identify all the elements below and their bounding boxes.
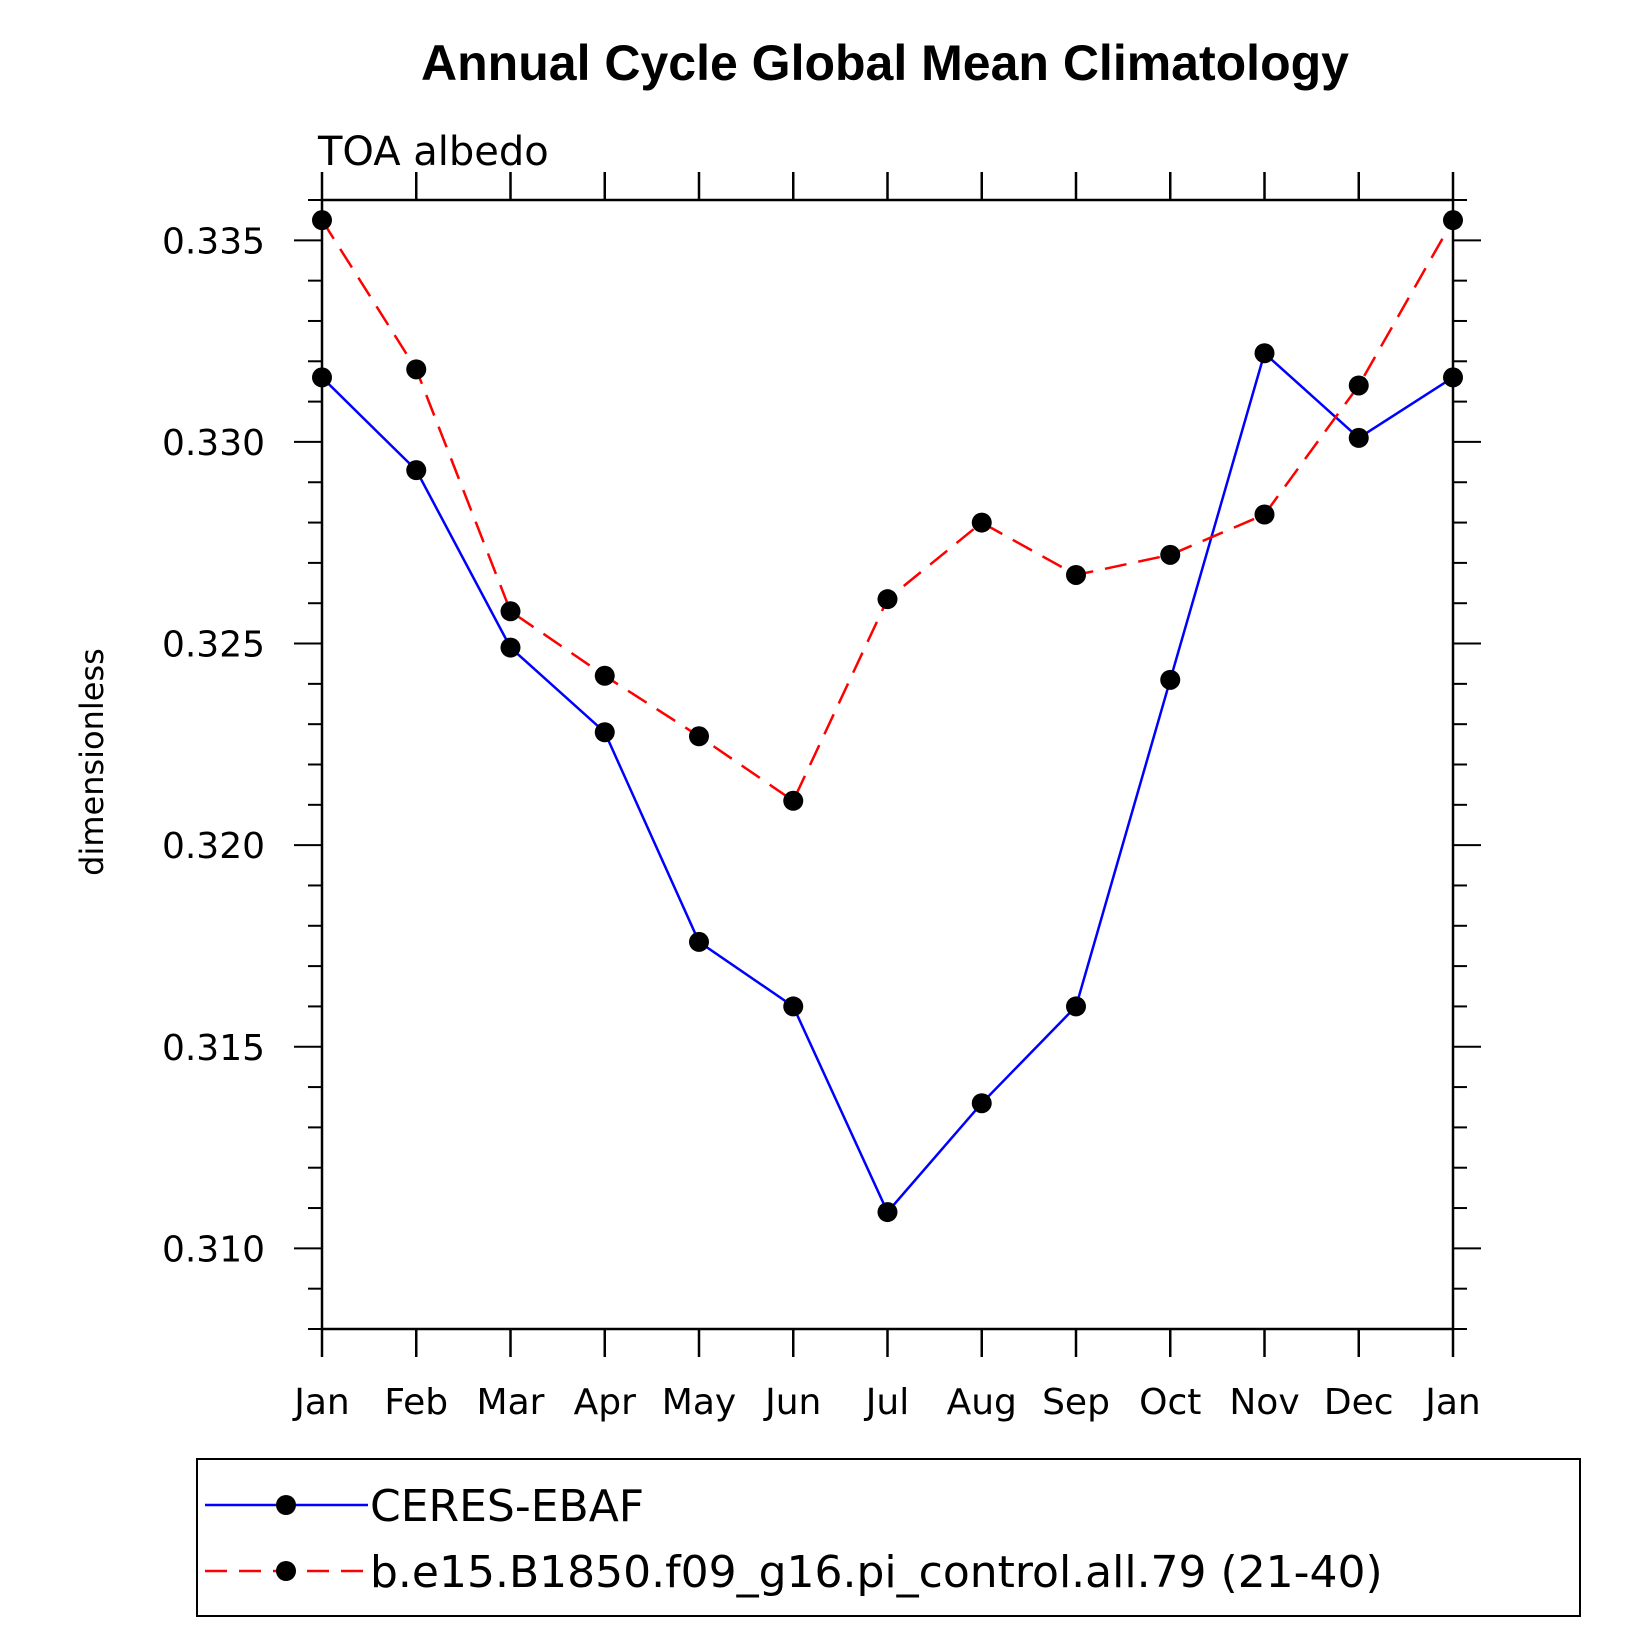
x-tick-label: Nov: [1229, 1382, 1299, 1423]
series-2-point: [1066, 564, 1086, 585]
y-tick-label: 0.335: [162, 221, 265, 262]
x-tick-label: Aug: [947, 1382, 1017, 1423]
series-2-point: [406, 359, 427, 380]
series-2-point: [1348, 375, 1369, 396]
y-tick-label: 0.330: [162, 423, 265, 464]
chart-subtitle: TOA albedo: [317, 129, 549, 175]
legend-box: [196, 1458, 1581, 1617]
x-tick-label: Jan: [1423, 1382, 1481, 1423]
series-line-1: [321, 350, 1454, 1215]
chart-title: Annual Cycle Global Mean Climatology: [421, 35, 1349, 91]
y-axis-label: dimensionless: [73, 648, 111, 876]
x-tick-label: Sep: [1042, 1382, 1110, 1423]
series-1-point: [1348, 427, 1369, 448]
series-2-point: [594, 665, 615, 686]
x-tick-label: Mar: [477, 1382, 545, 1423]
series-1-point: [500, 637, 521, 658]
y-tick-label: 0.310: [162, 1229, 265, 1270]
series-2-point: [783, 790, 804, 811]
series-2-point: [1160, 544, 1181, 565]
x-tick-label: Jun: [763, 1382, 821, 1423]
legend-label: b.e15.B1850.f09_g16.pi_control.all.79 (2…: [370, 1547, 1383, 1598]
series-2-point: [312, 210, 332, 231]
axes: Jan Feb Mar Apr May Jun Jul Aug Sep Oct Nov Dec Jan 0…: [162, 172, 1481, 1423]
y-tick-label: 0.315: [162, 1028, 265, 1069]
x-tick-label: Apr: [574, 1382, 636, 1423]
x-tick-label: Feb: [384, 1382, 448, 1423]
series-1-point: [406, 460, 427, 481]
series-1-point: [1066, 996, 1086, 1017]
series-1-point: [312, 367, 332, 388]
x-tick-label: May: [662, 1382, 736, 1423]
series-line-2: [320, 219, 1455, 803]
series-1-point: [594, 722, 615, 743]
x-tick-label: Dec: [1324, 1382, 1394, 1423]
series-1-point: [689, 931, 709, 952]
legend-swatch-marker: [276, 1495, 296, 1515]
series-1-point: [971, 1093, 992, 1114]
series-2-point: [971, 512, 992, 533]
series-2-point: [689, 726, 709, 747]
x-tick-label: Oct: [1139, 1382, 1201, 1423]
y-tick-label: 0.325: [162, 625, 265, 666]
series-1-point: [877, 1202, 898, 1223]
series-2-point: [877, 589, 898, 610]
series-2-point: [1443, 210, 1463, 231]
series-1-point: [1160, 669, 1181, 690]
x-tick-label: Jan: [292, 1382, 350, 1423]
series-2-point: [500, 601, 521, 622]
series-1-point: [783, 996, 804, 1017]
series-2-point: [1254, 504, 1275, 525]
x-tick-label: Jul: [864, 1382, 909, 1423]
series-layer: [312, 210, 1463, 1223]
legend: CERES-EBAF b.e15.B1850.f09_g16.pi_control…: [196, 1458, 1581, 1617]
series-1-point: [1254, 343, 1275, 364]
legend-swatch-marker: [276, 1561, 296, 1581]
legend-label: CERES-EBAF: [370, 1481, 644, 1532]
y-tick-label: 0.320: [162, 826, 265, 867]
series-1-point: [1443, 367, 1463, 388]
